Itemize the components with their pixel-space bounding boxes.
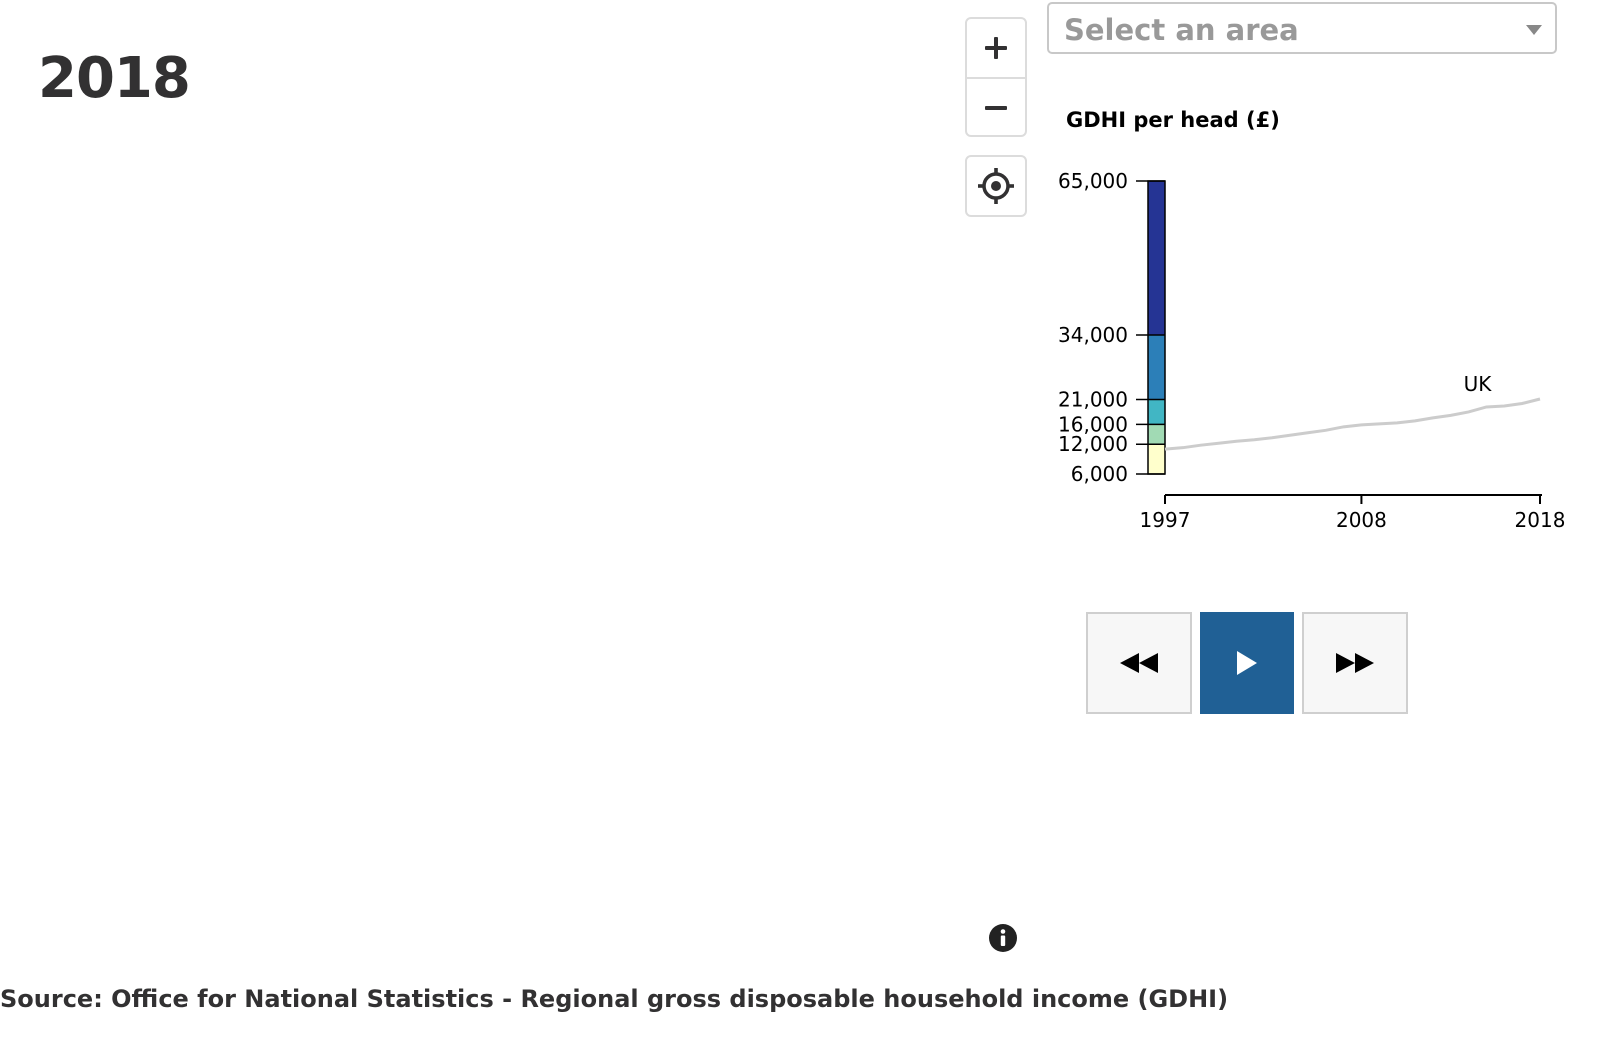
series-line-uk xyxy=(1164,397,1541,451)
zoom-out-button[interactable] xyxy=(967,79,1025,137)
zoom-in-button[interactable] xyxy=(967,19,1025,79)
legend-bin xyxy=(1148,399,1165,425)
locate-button[interactable] xyxy=(965,155,1027,217)
area-select-dropdown[interactable]: Select an area xyxy=(1047,2,1557,54)
y-tick-label: 34,000 xyxy=(1058,323,1128,347)
info-icon[interactable] xyxy=(988,923,1018,953)
legend-bin xyxy=(1148,444,1165,474)
plus-icon xyxy=(985,37,1007,59)
series-label: UK xyxy=(1464,372,1493,396)
rewind-button[interactable] xyxy=(1086,612,1192,714)
legend-bin xyxy=(1148,334,1165,400)
y-tick-label: 12,000 xyxy=(1058,432,1128,456)
zoom-controls xyxy=(965,17,1027,137)
fast-forward-icon xyxy=(1336,653,1374,673)
legend-bin xyxy=(1148,424,1165,445)
play-icon xyxy=(1237,651,1257,675)
fast-forward-button[interactable] xyxy=(1302,612,1408,714)
play-button[interactable] xyxy=(1200,612,1294,714)
area-select-placeholder: Select an area xyxy=(1064,13,1299,47)
legend-title: GDHI per head (£) xyxy=(1066,108,1280,132)
legend-bin xyxy=(1148,181,1165,335)
source-text: Source: Office for National Statistics -… xyxy=(0,985,1229,1013)
y-tick-label: 65,000 xyxy=(1058,169,1128,193)
x-tick-label: 2018 xyxy=(1515,508,1566,532)
crosshair-icon xyxy=(978,168,1014,204)
x-tick-label: 2008 xyxy=(1336,508,1387,532)
rewind-icon xyxy=(1120,653,1158,673)
y-tick-label: 21,000 xyxy=(1058,388,1128,412)
caret-down-icon xyxy=(1526,25,1542,35)
minus-icon xyxy=(985,106,1007,110)
y-tick-label: 16,000 xyxy=(1058,412,1128,436)
x-tick-label: 1997 xyxy=(1140,508,1191,532)
y-tick-label: 6,000 xyxy=(1071,462,1128,486)
map-year-title: 2018 xyxy=(38,46,191,111)
